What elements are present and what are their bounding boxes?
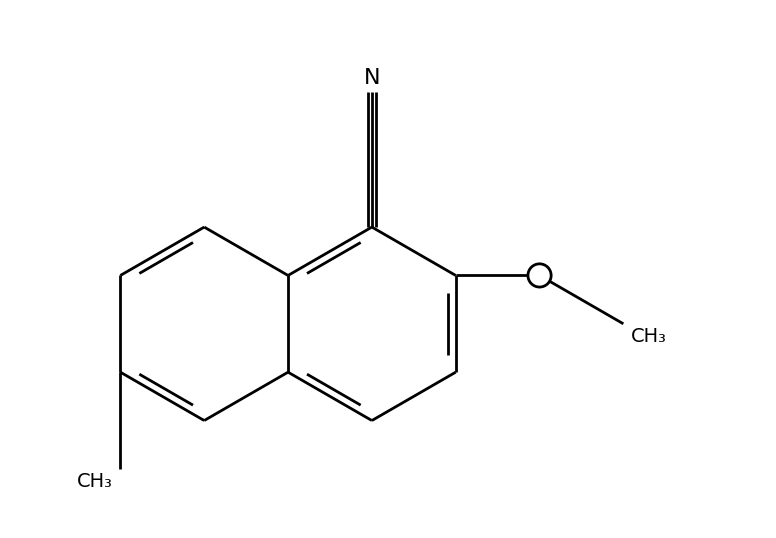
Text: N: N (364, 68, 380, 88)
Text: CH₃: CH₃ (631, 327, 667, 346)
Text: CH₃: CH₃ (77, 472, 113, 491)
Circle shape (528, 265, 550, 286)
